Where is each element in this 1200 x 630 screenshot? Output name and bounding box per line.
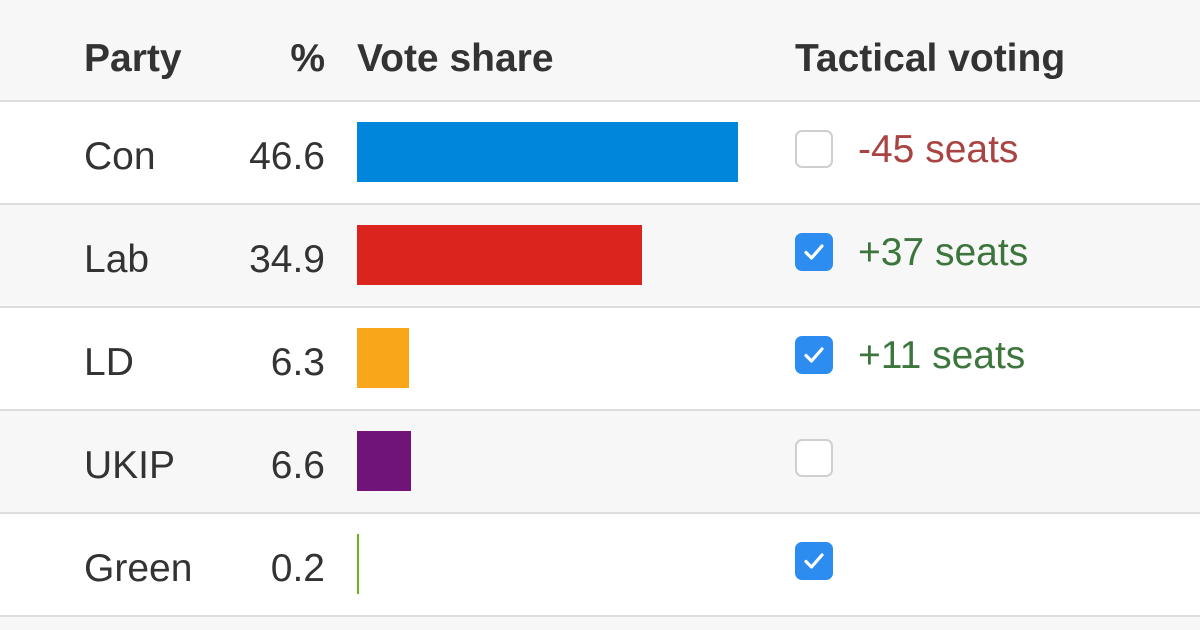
column-header-percent: %: [290, 37, 325, 80]
tactical-voting-checkbox[interactable]: [795, 130, 833, 168]
table-header: Party % Vote share Tactical voting: [0, 0, 1200, 102]
column-header-party: Party: [84, 37, 182, 80]
table-row: LD 6.3 +11 seats: [0, 308, 1200, 411]
seat-change: +11 seats: [858, 334, 1026, 377]
table-row: Green 0.2: [0, 514, 1200, 617]
party-name: LD: [84, 341, 134, 384]
vote-share-bar: [357, 225, 642, 285]
vote-share-bar: [357, 431, 411, 491]
percent-value: 6.3: [270, 341, 325, 384]
vote-share-bar: [357, 122, 738, 182]
tactical-voting-checkbox[interactable]: [795, 336, 833, 374]
table-row: Lab 34.9 +37 seats: [0, 205, 1200, 308]
percent-value: 0.2: [270, 547, 325, 590]
column-header-vote-share: Vote share: [357, 37, 554, 80]
tactical-voting-checkbox[interactable]: [795, 439, 833, 477]
seat-change: -45 seats: [858, 128, 1019, 171]
column-header-tactical-voting: Tactical voting: [795, 37, 1066, 80]
table-row: Con 46.6 -45 seats: [0, 102, 1200, 205]
party-name: Con: [84, 135, 156, 178]
vote-share-bar: [357, 328, 409, 388]
tactical-voting-checkbox[interactable]: [795, 233, 833, 271]
tactical-voting-checkbox[interactable]: [795, 542, 833, 580]
percent-value: 34.9: [249, 238, 325, 281]
percent-value: 6.6: [270, 444, 325, 487]
percent-value: 46.6: [249, 135, 325, 178]
vote-share-bar: [357, 534, 359, 594]
table-row: UKIP 6.6: [0, 411, 1200, 514]
party-name: UKIP: [84, 444, 176, 487]
seat-change: +37 seats: [858, 231, 1029, 274]
party-name: Green: [84, 547, 193, 590]
party-name: Lab: [84, 238, 150, 281]
